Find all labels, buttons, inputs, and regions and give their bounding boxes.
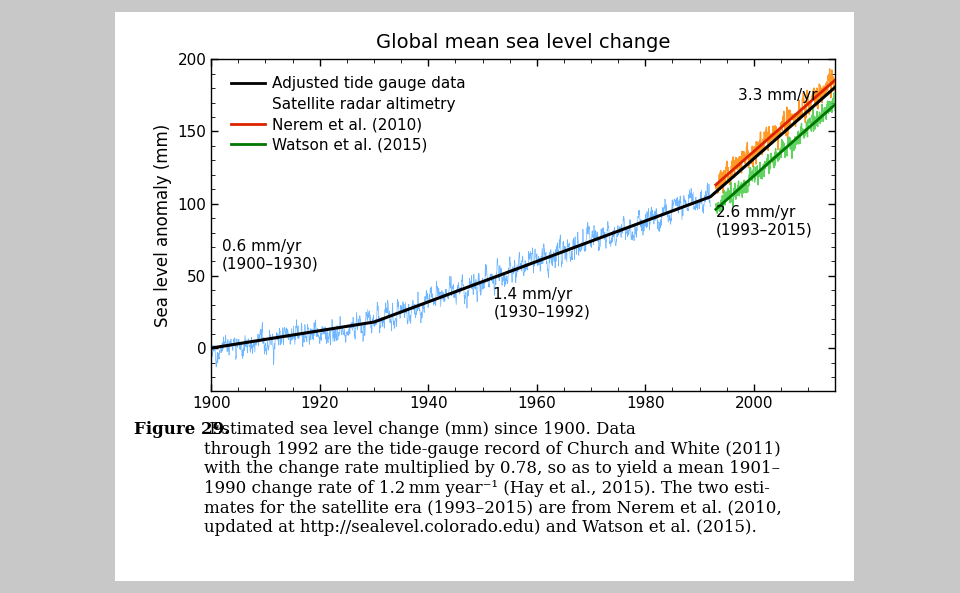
Text: 3.3 mm/yr: 3.3 mm/yr: [737, 88, 817, 103]
Text: Estimated sea level change (mm) since 1900. Data
through 1992 are the tide-gauge: Estimated sea level change (mm) since 19…: [204, 421, 782, 536]
Text: 2.6 mm/yr
(1993–2015): 2.6 mm/yr (1993–2015): [716, 205, 812, 237]
Text: Figure 29.: Figure 29.: [134, 421, 230, 438]
Title: Global mean sea level change: Global mean sea level change: [376, 33, 670, 52]
Y-axis label: Sea level anomaly (mm): Sea level anomaly (mm): [154, 124, 172, 327]
Text: 1.4 mm/yr
(1930–1992): 1.4 mm/yr (1930–1992): [493, 287, 590, 320]
Text: 0.6 mm/yr
(1900–1930): 0.6 mm/yr (1900–1930): [222, 240, 319, 272]
Legend: Adjusted tide gauge data, Satellite radar altimetry, Nerem et al. (2010), Watson: Adjusted tide gauge data, Satellite rada…: [225, 70, 472, 158]
